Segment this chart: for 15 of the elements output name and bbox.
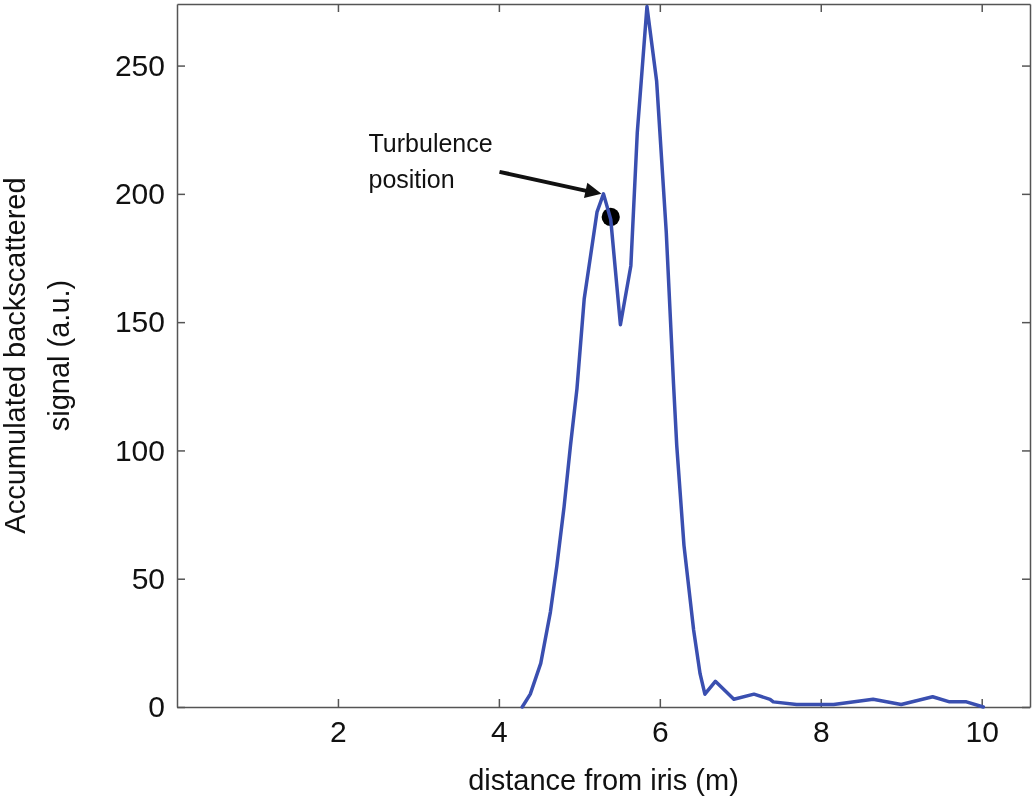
y-tick-label: 50 xyxy=(131,561,165,595)
x-tick-label: 8 xyxy=(812,715,830,749)
y-tick-label: 200 xyxy=(114,176,165,210)
y-axis-title: Accumulated backscattered signal (a.u.) xyxy=(0,177,75,534)
x-axis-title: distance from iris (m) xyxy=(468,764,739,796)
x-tick-label: 6 xyxy=(651,715,669,749)
x-tick-label: 4 xyxy=(491,715,508,749)
annotation: Turbulence position xyxy=(368,128,493,193)
x-tick-label: 2 xyxy=(330,715,347,749)
y-tick-label: 250 xyxy=(114,48,165,82)
line-series xyxy=(520,4,986,709)
y-tick-label: 150 xyxy=(114,305,165,339)
y-tick-label: 0 xyxy=(148,690,165,724)
y-tick-label: 100 xyxy=(114,433,165,467)
x-tick-label: 10 xyxy=(965,715,999,749)
